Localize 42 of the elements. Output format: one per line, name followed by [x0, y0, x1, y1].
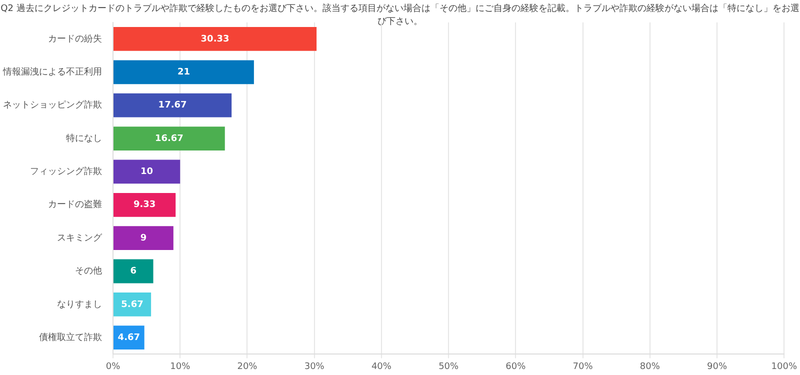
- y-tick-label: 特になし: [66, 132, 102, 144]
- bar: [114, 126, 225, 150]
- x-tick-label: 100%: [771, 362, 798, 372]
- y-tick-label: ネットショッピング詐欺: [3, 100, 102, 111]
- data-label: 6: [130, 266, 137, 277]
- y-tick-label: 債権取立て詐欺: [39, 332, 102, 343]
- data-label: 16.67: [154, 134, 184, 144]
- bar: [114, 192, 176, 217]
- x-tick-label: 90%: [707, 362, 728, 372]
- y-tick-label: 情報漏洩による不正利用: [2, 66, 102, 78]
- data-label: 4.67: [118, 332, 140, 343]
- data-label: 9.33: [133, 200, 156, 210]
- bar: [114, 60, 254, 84]
- x-tick-label: 50%: [438, 362, 460, 372]
- data-label: 5.67: [121, 300, 144, 310]
- bar: [114, 160, 180, 184]
- data-label: 17.67: [158, 100, 187, 111]
- data-label: 9: [140, 233, 147, 244]
- y-tick-label: その他: [75, 266, 102, 277]
- x-tick-label: 30%: [304, 362, 325, 372]
- y-tick-label: フィッシング詐欺: [30, 166, 102, 178]
- x-tick-label: 40%: [371, 362, 392, 372]
- data-label: 10: [140, 167, 154, 178]
- data-label: 21: [177, 68, 190, 78]
- x-tick-label: 10%: [170, 362, 191, 372]
- x-tick-label: 80%: [640, 362, 660, 372]
- data-label: 30.33: [200, 34, 230, 44]
- bar: [114, 292, 152, 316]
- bar: [114, 226, 174, 250]
- chart-title: Q2 過去にクレジットカードのトラブルや詐欺で経験したものをお選び下さい。該当する項目がない場合は「その他」にご自身の経験を記載。トラブルや詐欺の経験がない場合は「特になし」をお選び下さい。: [0, 2, 800, 28]
- x-tick-label: 20%: [237, 362, 258, 372]
- bar: [114, 93, 232, 118]
- y-tick-label: カードの盗難: [48, 199, 102, 210]
- bar: [114, 259, 154, 284]
- x-tick-label: 60%: [506, 362, 526, 372]
- y-tick-label: スキミング: [57, 232, 103, 244]
- x-tick-label: 70%: [572, 362, 594, 372]
- x-tick-label: 0%: [106, 362, 121, 372]
- bar: [114, 326, 144, 350]
- y-tick-label: カードの紛失: [48, 33, 102, 44]
- bar: [114, 27, 317, 51]
- y-tick-label: なりすまし: [57, 300, 102, 310]
